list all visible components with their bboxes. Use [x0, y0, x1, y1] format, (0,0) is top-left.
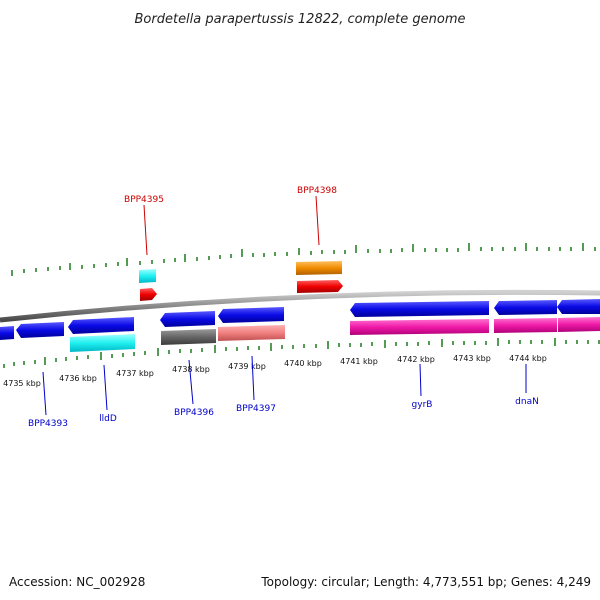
gene-arrow[interactable]	[16, 322, 64, 338]
gene-label-dnan[interactable]: dnaN	[515, 397, 539, 407]
kbp-label-4743: 4743 kbp	[453, 354, 491, 363]
gene-arrow[interactable]	[160, 311, 215, 327]
inner-features	[70, 317, 600, 352]
kbp-label-4741: 4741 kbp	[340, 357, 378, 366]
gene-bpp4398-orange[interactable]	[296, 261, 342, 275]
kbp-label-4736: 4736 kbp	[59, 374, 97, 383]
kbp-label-4738: 4738 kbp	[172, 365, 210, 374]
gene-label-lldd[interactable]: lldD	[99, 414, 117, 424]
gene-bpp4396-gray[interactable]	[161, 329, 216, 345]
gene-arrow[interactable]	[68, 317, 134, 334]
gene-arrow[interactable]	[350, 301, 489, 317]
label-leaders	[42, 195, 527, 416]
inner-ticks	[3, 338, 600, 368]
strand-genes	[0, 299, 600, 340]
kbp-scale-labels: 4735 kbp 4736 kbp 4737 kbp 4738 kbp 4739…	[3, 354, 547, 388]
gene-arrow[interactable]	[0, 326, 14, 340]
gene-bpp4398-red[interactable]	[297, 280, 343, 293]
genome-title: Bordetella parapertussis 12822, complete…	[135, 12, 466, 27]
gene-label-bpp4395[interactable]: BPP4395	[124, 195, 164, 205]
gene-gyrb-magenta[interactable]	[350, 319, 489, 335]
genome-summary-text: Topology: circular; Length: 4,773,551 bp…	[260, 575, 591, 589]
gene-label-bpp4393[interactable]: BPP4393	[28, 419, 68, 429]
accession-text: Accession: NC_002928	[9, 575, 145, 589]
outer-ticks	[11, 243, 596, 276]
outer-features	[139, 261, 343, 301]
gene-label-gyrb[interactable]: gyrB	[412, 400, 433, 410]
gene-arrow[interactable]	[494, 300, 557, 315]
kbp-label-4735: 4735 kbp	[3, 379, 41, 388]
kbp-label-4740: 4740 kbp	[284, 359, 322, 368]
kbp-label-4737: 4737 kbp	[116, 369, 154, 378]
kbp-label-4742: 4742 kbp	[397, 355, 435, 364]
gene-lldd-cyan[interactable]	[70, 334, 135, 352]
gene-magenta-edge[interactable]	[558, 317, 600, 332]
gene-bpp4397-salmon[interactable]	[218, 325, 285, 341]
gene-arrow[interactable]	[557, 299, 600, 314]
gene-label-bpp4397[interactable]: BPP4397	[236, 404, 276, 414]
gene-labels: BPP4395 BPP4398 BPP4393 lldD BPP4396 BPP…	[28, 186, 539, 429]
kbp-label-4739: 4739 kbp	[228, 362, 266, 371]
genome-backbone	[0, 289, 600, 323]
gene-dnan-magenta[interactable]	[494, 318, 557, 333]
kbp-label-4744: 4744 kbp	[509, 354, 547, 363]
gene-arrow[interactable]	[218, 307, 284, 323]
gene-bpp4395-red[interactable]	[140, 288, 157, 301]
gene-bpp4395-cyan[interactable]	[139, 269, 156, 283]
gene-label-bpp4396[interactable]: BPP4396	[174, 408, 214, 418]
gene-label-bpp4398[interactable]: BPP4398	[297, 186, 337, 196]
